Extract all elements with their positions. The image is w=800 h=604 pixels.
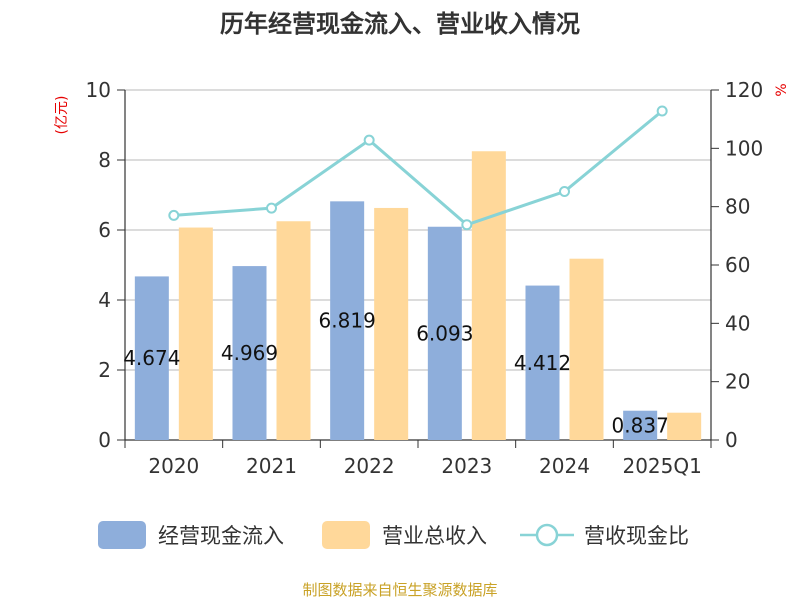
right-tick-label: 120 <box>725 78 763 102</box>
bar-revenue <box>178 227 213 440</box>
left-tick-label: 4 <box>98 288 111 312</box>
right-axis-unit: % <box>774 83 790 96</box>
left-tick-label: 6 <box>98 218 111 242</box>
data-label-cash-inflow: 6.819 <box>319 309 376 333</box>
x-tick-label: 2021 <box>246 454 297 478</box>
data-label-cash-inflow: 4.969 <box>221 341 278 365</box>
x-tick-label: 2022 <box>344 454 395 478</box>
legend-item-cash-inflow[interactable]: 经营现金流入 <box>98 521 284 549</box>
bar-revenue <box>276 221 311 440</box>
data-labels: 4.674 4.969 6.819 6.093 4.412 0.837 <box>123 309 669 438</box>
left-axis-unit: (亿元) <box>54 96 70 135</box>
bar-cash-inflow <box>134 276 169 440</box>
legend-marker-ratio <box>535 523 559 547</box>
chart-title: 历年经营现金流入、营业收入情况 <box>220 10 580 38</box>
axes <box>117 89 719 448</box>
bar-cash-inflow <box>232 266 267 440</box>
ratio-line <box>168 105 668 231</box>
x-tick-label: 2024 <box>539 454 590 478</box>
ratio-line-path <box>173 109 664 227</box>
legend-label-ratio: 营收现金比 <box>584 524 689 548</box>
data-label-cash-inflow: 4.674 <box>123 346 180 370</box>
right-tick-label: 40 <box>725 311 750 335</box>
right-tick-label: 80 <box>725 195 750 219</box>
bar-cash-inflow <box>427 226 462 440</box>
bar-cash-inflow <box>623 410 658 440</box>
ratio-point <box>559 186 570 197</box>
bar-revenue <box>569 258 604 440</box>
left-tick-label: 0 <box>98 428 111 452</box>
right-tick-label: 60 <box>725 253 750 277</box>
grid <box>125 89 711 371</box>
bars <box>134 151 702 440</box>
bar-revenue <box>374 207 409 440</box>
x-tick-label: 2025Q1 <box>622 454 701 478</box>
right-tick-label: 20 <box>725 370 750 394</box>
left-tick-label: 8 <box>98 148 111 172</box>
ratio-point <box>656 105 668 117</box>
data-label-cash-inflow: 6.093 <box>416 321 473 345</box>
right-tick-label: 0 <box>725 428 738 452</box>
left-tick-label: 2 <box>98 358 111 382</box>
bar-revenue <box>471 151 506 440</box>
x-tick-label: 2020 <box>148 454 199 478</box>
ratio-point <box>461 219 473 231</box>
legend-item-ratio[interactable]: 营收现金比 <box>520 523 689 548</box>
ratio-point <box>363 134 375 146</box>
legend-swatch-cash-inflow <box>98 521 146 549</box>
data-label-cash-inflow: 4.412 <box>514 351 571 375</box>
legend-label-revenue: 营业总收入 <box>382 524 487 548</box>
source-note: 制图数据来自恒生聚源数据库 <box>302 581 497 599</box>
ratio-point <box>168 209 180 221</box>
ratio-point <box>266 202 277 214</box>
legend[interactable]: 经营现金流入 营业总收入 营收现金比 <box>98 521 689 549</box>
bar-cash-inflow <box>330 201 365 440</box>
x-tick-label: 2023 <box>441 454 492 478</box>
bar-cash-inflow <box>525 285 560 440</box>
legend-item-revenue[interactable]: 营业总收入 <box>322 521 487 549</box>
legend-label-cash-inflow: 经营现金流入 <box>158 524 284 548</box>
left-tick-label: 10 <box>86 78 111 102</box>
data-label-cash-inflow: 0.837 <box>612 413 669 437</box>
right-tick-label: 100 <box>725 136 763 160</box>
bar-revenue <box>667 412 702 440</box>
legend-swatch-revenue <box>322 521 370 549</box>
